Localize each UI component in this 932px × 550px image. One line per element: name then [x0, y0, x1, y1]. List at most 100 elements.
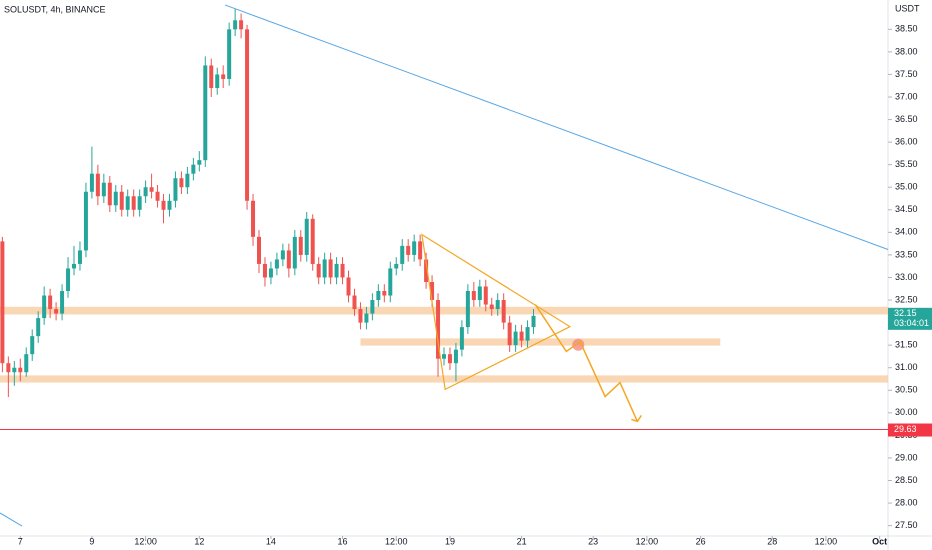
- candle-body: [167, 200, 172, 210]
- y-tick-label: 35.50: [895, 159, 918, 169]
- candle-body: [483, 286, 488, 305]
- y-axis-label: USDT: [895, 3, 920, 13]
- candle-body: [221, 74, 226, 79]
- candle-body: [95, 173, 100, 197]
- candle-body: [251, 200, 256, 237]
- y-tick-label: 38.00: [895, 46, 918, 56]
- x-tick-label: 26: [696, 536, 706, 546]
- x-tick-label: 9: [89, 536, 94, 546]
- candle-body: [155, 191, 160, 201]
- candle-body: [501, 300, 506, 323]
- candle-body: [119, 191, 124, 210]
- candle-body: [465, 291, 470, 328]
- candle-body: [12, 367, 17, 373]
- y-tick-label: 27.50: [895, 520, 918, 530]
- candle-body: [358, 309, 363, 323]
- y-tick-label: 28.50: [895, 475, 918, 485]
- candle-body: [179, 178, 184, 188]
- target-marker: [572, 338, 585, 351]
- candle-body: [310, 218, 315, 264]
- triangle-pattern: [421, 233, 572, 391]
- forecast-arrowhead: [631, 414, 642, 423]
- y-tick-label: 29.00: [895, 452, 918, 462]
- candle-body: [495, 300, 500, 310]
- candle-body: [131, 196, 136, 210]
- chart-title: SOLUSDT, 4h, BINANCE: [4, 4, 106, 14]
- y-tick-label: 32.50: [895, 294, 918, 304]
- candle-body: [346, 277, 351, 296]
- candle-body: [406, 245, 411, 255]
- candle-body: [233, 20, 238, 30]
- last-price-box: [888, 307, 932, 330]
- y-tick-label: 30.00: [895, 407, 918, 417]
- candle-body: [364, 313, 369, 323]
- trendline: [0, 512, 23, 527]
- y-tick-label: 35.00: [895, 182, 918, 192]
- candle-body: [113, 191, 118, 206]
- last-price-label: 32.15: [894, 308, 917, 318]
- candle-body: [197, 160, 202, 165]
- candle-body: [36, 318, 41, 337]
- countdown-label: 03:04:01: [894, 318, 929, 328]
- candle-body: [77, 250, 82, 264]
- candle-body: [352, 295, 357, 310]
- candle-body: [477, 286, 482, 301]
- candle-body: [66, 268, 71, 292]
- candle-body: [430, 281, 435, 301]
- candle-body: [525, 327, 530, 341]
- x-tick-label: 12:00: [134, 536, 157, 546]
- candle-body: [471, 291, 476, 301]
- candle-body: [394, 263, 399, 269]
- candle-body: [0, 241, 5, 364]
- candle-body: [107, 182, 112, 206]
- candle-body: [227, 29, 232, 79]
- candle-body: [436, 300, 441, 359]
- candle-body: [424, 259, 429, 282]
- y-tick-label: 36.00: [895, 136, 918, 146]
- y-tick-label: 33.50: [895, 249, 918, 259]
- candle-body: [340, 263, 345, 278]
- x-tick-label: Oct: [872, 536, 887, 546]
- candle-body: [334, 263, 339, 278]
- candle-body: [418, 241, 423, 260]
- candle-body: [185, 173, 190, 188]
- y-tick-label: 34.50: [895, 204, 918, 214]
- y-tick-label: 31.50: [895, 340, 918, 350]
- candle-body: [274, 259, 279, 269]
- candle-body: [203, 65, 208, 161]
- candle-body: [30, 336, 35, 355]
- candle-body: [215, 74, 220, 88]
- y-tick-label: 28.00: [895, 497, 918, 507]
- y-tick-label: 34.00: [895, 227, 918, 237]
- candle-body: [304, 218, 309, 255]
- x-tick-label: 21: [517, 536, 527, 546]
- candle-body: [42, 295, 47, 319]
- candle-body: [6, 363, 11, 373]
- candle-body: [370, 300, 375, 314]
- x-tick-label: 16: [338, 536, 348, 546]
- candle-body: [400, 245, 405, 264]
- forecast-path: [534, 304, 639, 422]
- y-tick-label: 36.50: [895, 114, 918, 124]
- y-tick-label: 30.50: [895, 385, 918, 395]
- candle-body: [382, 291, 387, 296]
- candle-body: [447, 354, 452, 364]
- candle-body: [125, 196, 130, 210]
- candle-body: [209, 65, 214, 88]
- x-tick-label: 12:00: [636, 536, 659, 546]
- candle-body: [191, 164, 196, 174]
- candle-body: [292, 236, 297, 269]
- candle-body: [83, 191, 88, 251]
- candle-body: [519, 331, 524, 341]
- x-tick-label: 14: [266, 536, 276, 546]
- candle-body: [412, 241, 417, 255]
- x-tick-label: 23: [588, 536, 598, 546]
- candle-body: [143, 187, 148, 197]
- candle-body: [54, 309, 59, 314]
- zone: [0, 306, 888, 315]
- candle-body: [137, 196, 142, 210]
- x-tick-label: 12:00: [385, 536, 408, 546]
- candle-body: [245, 29, 250, 201]
